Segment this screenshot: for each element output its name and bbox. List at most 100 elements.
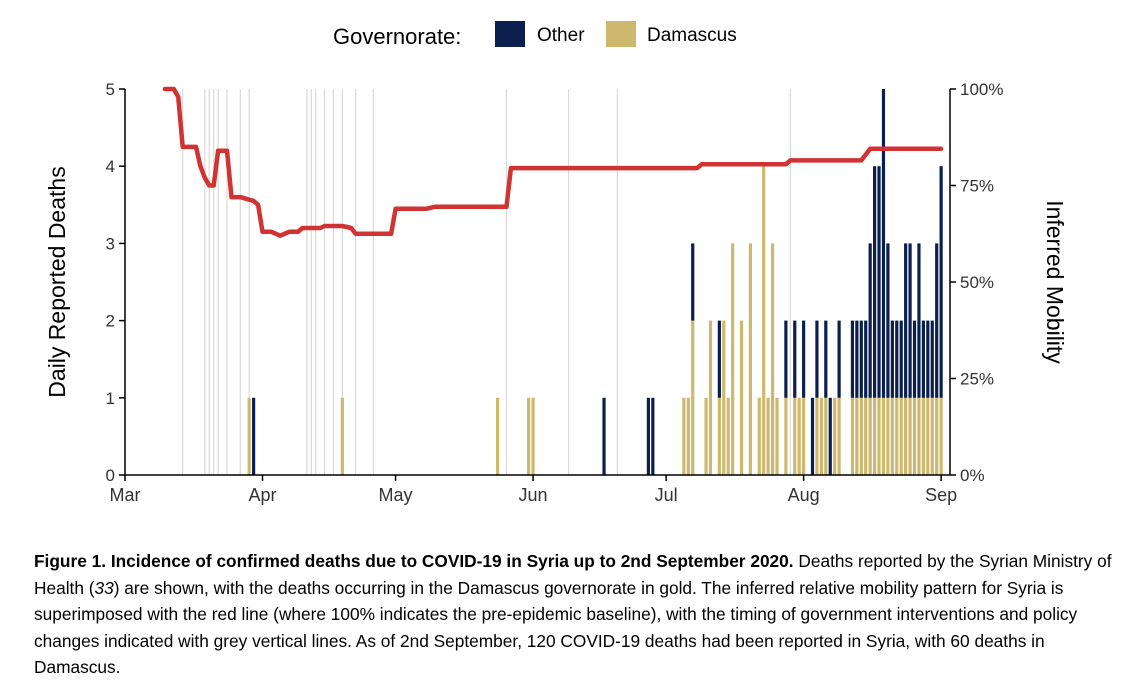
bar-damascus [912, 397, 917, 475]
bar-damascus [855, 397, 859, 475]
bar-damascus [722, 320, 726, 475]
bar-other [837, 320, 841, 398]
figure-caption: Figure 1. Incidence of confirmed deaths … [34, 548, 1114, 681]
mobility-line [162, 86, 944, 238]
y2-tick-label: 50% [960, 273, 994, 292]
y-tick-label: 2 [106, 312, 115, 331]
bar-damascus [850, 397, 855, 475]
caption-reference: 33 [94, 577, 114, 598]
y-tick-label: 0 [106, 466, 115, 485]
bar-other [717, 320, 721, 398]
bar-damascus [908, 397, 912, 475]
bar-damascus [340, 397, 344, 475]
bar-damascus [686, 397, 690, 475]
bar-other [850, 320, 855, 398]
bar-damascus [739, 320, 744, 475]
y-tick-label: 5 [106, 80, 115, 99]
y2-tick-label: 25% [960, 370, 994, 389]
bar-damascus [917, 397, 921, 475]
intervention-lines [182, 89, 791, 475]
bar-damascus [691, 320, 695, 475]
y-tick-label: 3 [106, 234, 115, 253]
bar-damascus [762, 166, 766, 475]
bar-other [881, 89, 886, 398]
legend-label-other: Other [537, 25, 585, 46]
caption-text-1: Deaths reported by the Syrian Ministry o… [34, 551, 1112, 598]
bar-other [784, 320, 788, 398]
bar-other [904, 243, 908, 398]
y2-tick-label: 0% [960, 466, 985, 485]
x-tick-label: Apr [248, 485, 276, 505]
bar-other [802, 320, 806, 398]
x-tick-label: May [379, 485, 413, 505]
bar-damascus [704, 397, 708, 475]
bar-other [691, 243, 695, 321]
bar-damascus [717, 397, 721, 475]
y-tick-label: 4 [106, 157, 115, 176]
death-bars [247, 89, 943, 475]
legend: Governorate: Other Damascus [333, 21, 737, 49]
bar-damascus [793, 397, 797, 475]
bar-damascus [757, 397, 761, 475]
caption-text-2: ) are shown, with the deaths occurring i… [34, 577, 1078, 678]
bar-other [930, 320, 934, 398]
bar-other [828, 397, 832, 475]
y-axis-right-ticks: 0% 25% 50% 75% 100% [950, 80, 1003, 485]
bar-damascus [864, 397, 868, 475]
y2-tick-label: 75% [960, 177, 994, 196]
bar-other [810, 397, 815, 475]
bar-damascus [899, 397, 903, 475]
bar-damascus [775, 397, 779, 475]
bar-other [824, 320, 828, 398]
bar-other [935, 243, 939, 398]
legend-title: Governorate: [333, 24, 461, 49]
bar-other [602, 397, 606, 475]
bar-other [908, 243, 912, 398]
y-axis-right-title: Inferred Mobility [1042, 200, 1068, 364]
y-axis-left-title: Daily Reported Deaths [44, 166, 70, 397]
legend-swatch-damascus [606, 21, 636, 47]
legend-label-damascus: Damascus [647, 25, 737, 46]
bar-other [926, 320, 930, 398]
bar-damascus [748, 243, 752, 475]
x-tick-label: Jul [655, 485, 678, 505]
bar-damascus [859, 397, 863, 475]
x-axis-ticks: Mar Apr May Jun Jul Aug Sep [110, 475, 957, 505]
bar-other [859, 320, 863, 398]
mobility-series [162, 86, 944, 238]
bar-other [917, 243, 921, 398]
x-tick-label: Aug [788, 485, 820, 505]
bar-damascus [877, 397, 881, 475]
bar-damascus [766, 397, 770, 475]
bar-damascus [815, 397, 819, 475]
bar-damascus [895, 397, 899, 475]
bar-damascus [770, 243, 775, 475]
bar-damascus [682, 397, 686, 475]
bar-other [877, 166, 881, 398]
legend-swatch-other [495, 21, 525, 47]
bar-damascus [939, 397, 943, 475]
bar-damascus [837, 397, 841, 475]
bar-damascus [708, 320, 713, 475]
bar-other [793, 320, 797, 398]
bar-damascus [868, 397, 872, 475]
bar-other [912, 320, 917, 398]
bar-damascus [802, 397, 806, 475]
bar-other [855, 320, 859, 398]
bar-damascus [726, 397, 730, 475]
bar-other [864, 320, 868, 398]
bar-other [868, 243, 872, 398]
bar-damascus [930, 397, 934, 475]
bar-other [873, 166, 877, 398]
bar-damascus [926, 397, 930, 475]
bar-damascus [873, 397, 877, 475]
y-tick-label: 1 [106, 389, 115, 408]
bar-other [895, 320, 899, 398]
caption-title: Figure 1. Incidence of confirmed deaths … [34, 551, 794, 571]
bar-damascus [819, 397, 823, 475]
bar-damascus [797, 397, 801, 475]
bar-other [815, 320, 819, 398]
bar-damascus [784, 397, 788, 475]
bar-damascus [247, 397, 251, 475]
bar-damascus [833, 397, 837, 475]
